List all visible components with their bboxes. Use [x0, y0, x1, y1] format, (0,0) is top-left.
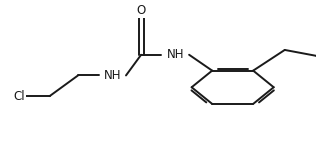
Text: Cl: Cl	[13, 90, 25, 103]
Text: NH: NH	[167, 48, 184, 61]
Text: O: O	[137, 4, 146, 17]
Text: NH: NH	[104, 69, 121, 82]
